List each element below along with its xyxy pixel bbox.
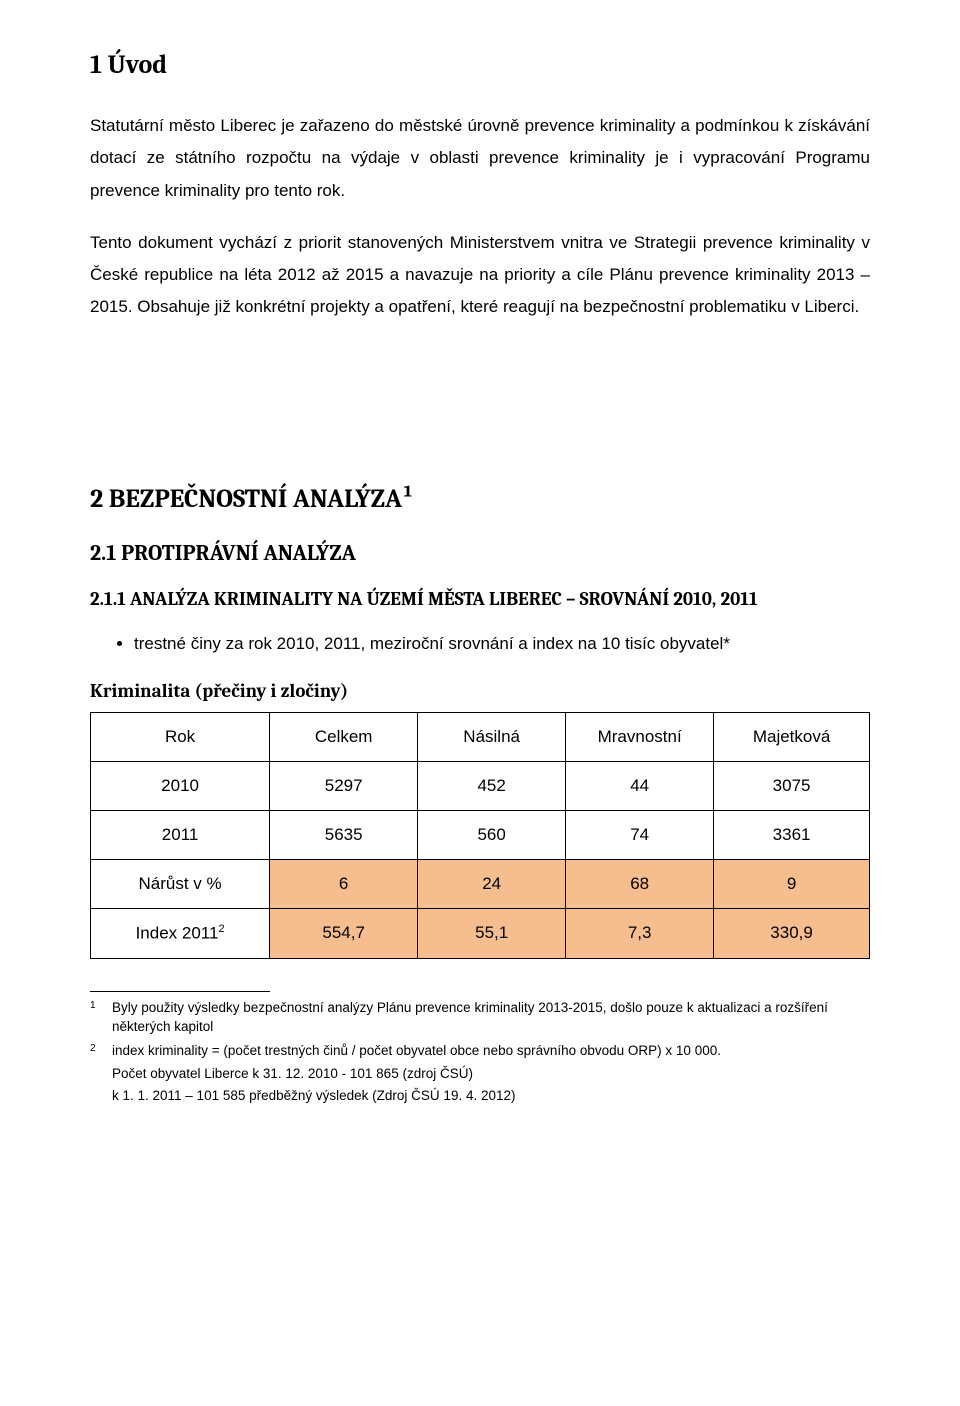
table-cell: 44 (566, 762, 714, 811)
index-label: Index 2011 (136, 924, 219, 943)
footnote-text: Byly použity výsledky bezpečnostní analý… (112, 998, 870, 1037)
heading-2-bezpecnostni-analyza: 2 BEZPEČNOSTNÍ ANALÝZA¹ (90, 484, 870, 514)
heading-2-1-protipravni-analyza: 2.1 PROTIPRÁVNÍ ANALÝZA (90, 540, 870, 566)
kriminalita-table: Rok Celkem Násilná Mravnostní Majetková … (90, 712, 870, 959)
footnotes-block: 1 Byly použity výsledky bezpečnostní ana… (90, 998, 870, 1106)
table-row: Index 20112 554,7 55,1 7,3 330,9 (91, 909, 870, 959)
table-cell: 2011 (91, 811, 270, 860)
table-cell-highlight: 554,7 (270, 909, 418, 959)
table-header-cell: Mravnostní (566, 713, 714, 762)
footnote-1: 1 Byly použity výsledky bezpečnostní ana… (90, 998, 870, 1037)
table-cell: 452 (418, 762, 566, 811)
table-cell-highlight: 24 (418, 860, 566, 909)
table-cell-highlight: 68 (566, 860, 714, 909)
footnote-text: index kriminality = (počet trestných čin… (112, 1041, 870, 1061)
footnote-number: 1 (90, 998, 112, 1037)
table-row: 2010 5297 452 44 3075 (91, 762, 870, 811)
footnote-number: 2 (90, 1041, 112, 1061)
table-cell: 5635 (270, 811, 418, 860)
footnote-2: 2 index kriminality = (počet trestných č… (90, 1041, 870, 1061)
table-header-cell: Násilná (418, 713, 566, 762)
table-cell: 560 (418, 811, 566, 860)
footnote-continuation: Počet obyvatel Liberce k 31. 12. 2010 - … (112, 1064, 870, 1084)
table-header-cell: Celkem (270, 713, 418, 762)
table-cell: 5297 (270, 762, 418, 811)
footnote-continuation: k 1. 1. 2011 – 101 585 předběžný výslede… (112, 1086, 870, 1106)
table-cell-highlight: 330,9 (714, 909, 870, 959)
table-cell-highlight: 9 (714, 860, 870, 909)
table-header-row: Rok Celkem Násilná Mravnostní Majetková (91, 713, 870, 762)
footnote-marker-2: 2 (218, 923, 224, 935)
heading-1-uvod: 1 Úvod (90, 50, 870, 80)
bullet-list: trestné činy za rok 2010, 2011, meziročn… (90, 628, 870, 660)
table-cell-highlight: 6 (270, 860, 418, 909)
footnote-separator (90, 991, 270, 992)
intro-paragraph-1: Statutární město Liberec je zařazeno do … (90, 110, 870, 207)
table-cell: 3361 (714, 811, 870, 860)
table-row: 2011 5635 560 74 3361 (91, 811, 870, 860)
table-cell: 3075 (714, 762, 870, 811)
table-cell: 2010 (91, 762, 270, 811)
table-row: Nárůst v % 6 24 68 9 (91, 860, 870, 909)
table-cell-highlight: 7,3 (566, 909, 714, 959)
table-header-cell: Majetková (714, 713, 870, 762)
bullet-item: trestné činy za rok 2010, 2011, meziročn… (134, 628, 870, 660)
table-title: Kriminalita (přečiny i zločiny) (90, 680, 870, 702)
table-cell-highlight: 55,1 (418, 909, 566, 959)
table-cell: Nárůst v % (91, 860, 270, 909)
table-cell: Index 20112 (91, 909, 270, 959)
table-header-cell: Rok (91, 713, 270, 762)
intro-paragraph-2: Tento dokument vychází z priorit stanove… (90, 227, 870, 324)
table-cell: 74 (566, 811, 714, 860)
heading-2-1-1-analyza-kriminality: 2.1.1 ANALÝZA KRIMINALITY NA ÚZEMÍ MĚSTA… (90, 588, 870, 610)
